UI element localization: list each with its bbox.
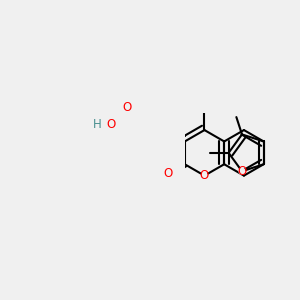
- Text: O: O: [106, 118, 115, 131]
- Text: O: O: [163, 167, 172, 180]
- Circle shape: [239, 168, 245, 174]
- Text: O: O: [122, 101, 131, 114]
- Circle shape: [202, 173, 207, 178]
- Circle shape: [94, 122, 100, 127]
- Text: O: O: [200, 169, 209, 182]
- Text: O: O: [237, 165, 247, 178]
- Circle shape: [108, 122, 113, 127]
- Text: H: H: [93, 118, 101, 131]
- Circle shape: [165, 171, 171, 177]
- Circle shape: [124, 104, 130, 110]
